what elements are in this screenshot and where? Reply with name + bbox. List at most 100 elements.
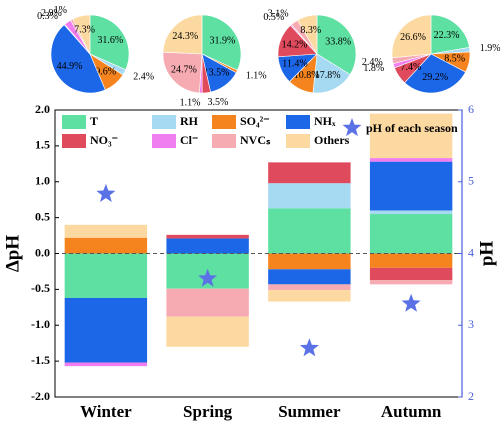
bar-segment [369,113,453,159]
pie-value-label: 44.9% [57,61,83,72]
pie-slice [201,14,242,71]
pie-value-label: 33.8% [325,37,351,48]
pie-value-label: 1.1% [180,97,201,108]
ph-marker [299,338,319,357]
pie-value-label: 8.5% [444,53,465,64]
pie-value-label: 8.3% [300,25,321,36]
y-tick-label: 0.0 [35,245,50,259]
legend-label: T [90,114,98,128]
bar-segment [64,237,148,254]
pie-value-label: 7.4% [401,62,422,73]
x-tick-label: Autumn [381,402,442,421]
bar-segment [166,234,249,239]
pie-value-label: 2.4% [133,71,154,82]
legend-swatch [286,115,310,129]
bar-segment [64,224,148,238]
pie-slice [297,14,318,56]
legend-marker [342,118,362,137]
pie-value-label: 1% [54,5,67,16]
legend-swatch [152,115,176,129]
x-tick-label: Spring [183,402,233,421]
pie-slice [312,53,351,94]
pie-value-label: 9.6% [95,67,116,78]
y-tick-label: 1.5 [35,138,50,152]
pie-value-label: 24.7% [171,64,197,75]
pie-slice [316,14,357,75]
pie-value-label: 26.6% [400,32,426,43]
pie-value-label: 2.4% [362,57,383,68]
y-tick-label: -1.5 [31,353,50,367]
bar-segment [64,362,148,367]
y2-tick-label: 3 [468,317,474,331]
bar-segment [268,284,351,291]
pie-slice [50,24,106,94]
pie-value-label: 31.9% [209,35,235,46]
bar-segment [369,210,453,215]
y-tick-label: -0.5 [31,281,50,295]
pie-value-label: 11.4% [282,58,307,69]
legend-label: NVCₛ [240,133,271,147]
pie-value-label: 2.9% [41,8,62,19]
ph-marker [401,293,421,312]
x-tick-label: Winter [80,402,132,421]
legend-label: Others [314,133,350,147]
pie-slice [430,14,470,55]
bar-segment [268,208,351,254]
legend-label: RH [180,114,199,128]
pie-value-label: 3.1% [268,8,289,19]
legend-label: SO₄²⁻ [240,114,270,128]
legend-label: pH of each season [366,121,458,135]
y-tick-label: -2.0 [31,389,50,403]
bar-segment [64,253,148,298]
legend-swatch [212,115,236,129]
legend-label: Cl⁻ [180,133,198,147]
pie-value-label: 31.6% [97,35,123,46]
pie-value-label: 14.2% [282,39,308,50]
pie-slice [162,51,203,94]
pie-value-label: 24.3% [172,31,198,42]
bar-segment [268,183,351,209]
pie-value-label: 1.1% [246,70,267,81]
y-tick-label: 0.5 [35,209,50,223]
pie-value-label: 13.5% [204,68,230,79]
pie-value-label: 1.8% [363,63,384,74]
bar-segment [369,161,453,211]
legend-label: NHₓ [314,114,336,128]
y2-tick-label: 6 [468,102,474,116]
pie-slice [391,14,432,59]
pie-value-label: 10.8% [294,70,320,81]
y-tick-label: 1.0 [35,174,50,188]
bar-segment [166,238,249,254]
bar-segment [268,253,351,270]
pie-value-label: 7.3% [74,25,95,36]
pie-slice [162,14,203,55]
bar-segment [369,253,453,268]
y-axis-title: ΔpH [2,235,23,272]
bar-segment [166,288,249,317]
legend-swatch [286,134,310,148]
bar-segment [268,269,351,285]
ph-marker [198,268,218,287]
pie-value-label: 17.8% [315,70,341,81]
bar-segment [369,158,453,162]
pie-slice [89,14,130,71]
x-tick-label: Summer [278,402,341,421]
bar-segment [369,214,453,254]
ph-marker [96,183,116,202]
pie-value-label: 0.3% [37,11,58,22]
pie-value-label: 0.5% [263,12,284,23]
pie-slice [72,14,91,55]
y-tick-label: 2.0 [35,102,50,116]
pie-value-label: 22.3% [434,30,460,41]
pie-slice [404,53,466,94]
pie-value-label: 29.2% [422,72,448,83]
bar-segment [166,316,249,347]
legend-swatch [152,134,176,148]
legend-label: NO₃⁻ [90,133,118,147]
y-tick-label: -1.0 [31,317,50,331]
y2-axis-title: pH [476,241,497,267]
pie-value-label: 3.5% [208,97,229,108]
y2-tick-label: 4 [468,245,474,259]
legend-swatch [212,134,236,148]
